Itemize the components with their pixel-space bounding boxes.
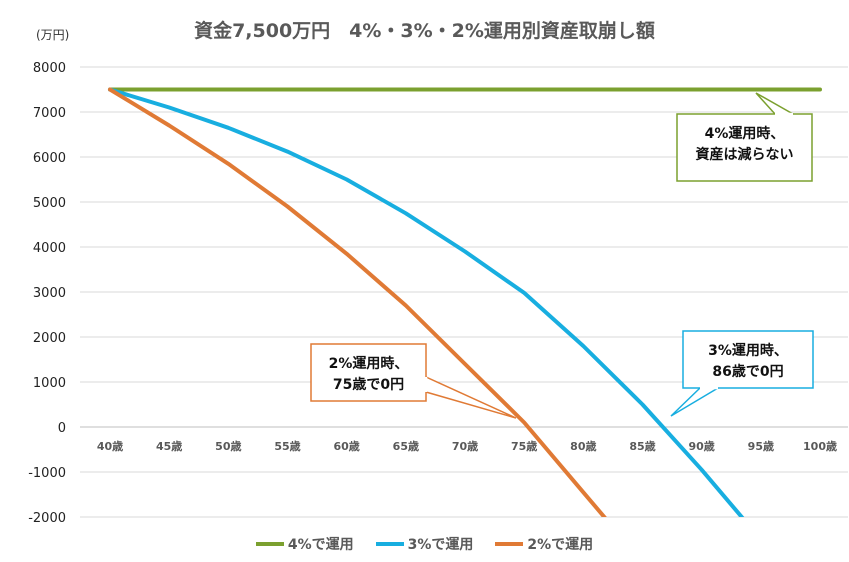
x-tick-label: 95歳	[748, 439, 774, 453]
callout-pointer	[755, 92, 796, 115]
x-tick-label: 65歳	[393, 439, 419, 453]
callout-text: 資産は減らない	[696, 146, 794, 163]
y-tick-label: 7000	[33, 106, 66, 121]
series-line-1	[108, 87, 745, 517]
y-unit-label: (万円)	[36, 28, 70, 42]
x-tick-label: 75歳	[511, 439, 537, 453]
legend-swatch	[495, 542, 524, 546]
legend-label: 4%で運用	[287, 537, 354, 553]
callout-pointer	[425, 375, 517, 419]
y-tick-label: 0	[58, 421, 66, 436]
y-tick-label: 5000	[33, 196, 66, 211]
legend-label: 2%で運用	[527, 537, 594, 553]
callout-text: 4%運用時、	[705, 125, 785, 142]
y-tick-label: -1000	[28, 466, 66, 481]
callout-box	[310, 343, 427, 402]
legend-swatch	[375, 542, 404, 546]
y-tick-label: 3000	[33, 286, 66, 301]
callout-text: 86歳で0円	[712, 363, 783, 380]
legend-item: 3%で運用	[375, 534, 474, 554]
y-tick-label: 8000	[33, 61, 66, 76]
callout-box	[682, 330, 814, 389]
callout-2pct: 2%運用時、 75歳で0円	[310, 343, 517, 419]
x-tick-label: 40歳	[97, 439, 123, 453]
chart-legend: 4%で運用 3%で運用 2%で運用	[0, 534, 849, 554]
x-tick-label: 70歳	[452, 439, 478, 453]
y-tick-label: -2000	[28, 511, 66, 526]
callout-box	[676, 113, 813, 182]
callout-pointer	[670, 387, 721, 417]
x-tick-label: 55歳	[274, 439, 300, 453]
callout-text: 2%運用時、	[329, 355, 409, 372]
callout-text: 3%運用時、	[708, 342, 788, 359]
legend-item: 2%で運用	[495, 534, 593, 554]
y-tick-label: 6000	[33, 151, 66, 166]
x-tick-label: 90歳	[689, 439, 715, 453]
x-tick-label: 60歳	[334, 439, 360, 453]
y-tick-label: 1000	[33, 376, 66, 391]
y-tick-label: 4000	[33, 241, 66, 256]
callout-text: 75歳で0円	[333, 376, 404, 393]
chart-title: 資金7,500万円 4%・3%・2%運用別資産取崩し額	[194, 20, 655, 42]
legend-label: 3%で運用	[407, 537, 474, 553]
callout-4pct: 4%運用時、資産は減らない	[676, 92, 813, 182]
x-tick-label: 85歳	[629, 439, 655, 453]
series-line-2	[108, 87, 607, 517]
x-tick-label: 80歳	[570, 439, 596, 453]
x-tick-label: 45歳	[156, 439, 182, 453]
callout-3pct: 3%運用時、 86歳で0円	[670, 330, 814, 417]
legend-item: 4%で運用	[255, 534, 354, 554]
legend-swatch	[255, 542, 284, 546]
y-tick-label: 2000	[33, 331, 66, 346]
x-tick-label: 50歳	[215, 439, 241, 453]
x-tick-label: 100歳	[803, 439, 837, 453]
